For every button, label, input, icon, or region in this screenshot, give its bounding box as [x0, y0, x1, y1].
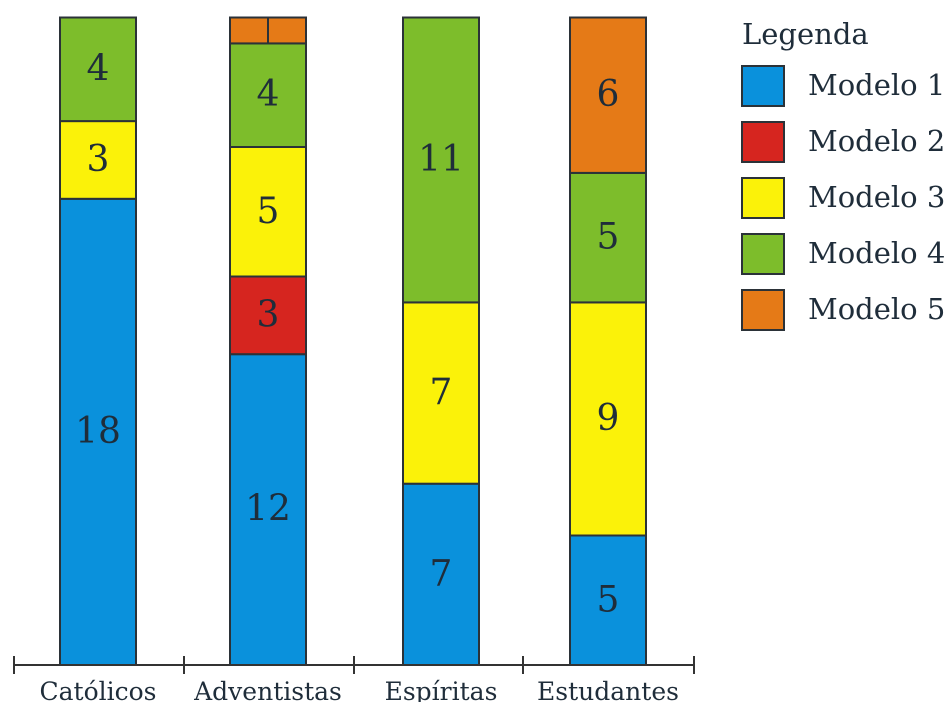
bar-segment-espiritas-modelo-4: [402, 16, 480, 304]
data-label-adventistas-modelo-3: 5: [257, 191, 280, 232]
data-label-catolicos-modelo-3: 3: [87, 139, 110, 180]
bar-segment-estudantes-modelo-5: [569, 16, 647, 174]
bar-segment-adventistas-modelo-1: [229, 353, 307, 666]
bar-segment-catolicos-modelo-1: [59, 197, 137, 667]
legend-swatch-modelo-4: [741, 233, 785, 275]
x-tick-label-espiritas: Espíritas: [385, 677, 498, 702]
bar-segment-catolicos-modelo-3: [59, 120, 137, 200]
data-label-espiritas-modelo-1: 7: [430, 553, 453, 594]
bar-segment-estudantes-modelo-3: [569, 301, 647, 537]
data-label-espiritas-modelo-3: 7: [430, 372, 453, 413]
bar-segment-espiritas-modelo-1: [402, 482, 480, 667]
legend-label-modelo-2: Modelo 2: [808, 124, 945, 158]
bar-segment-adventistas-modelo-3: [229, 146, 307, 278]
data-label-catolicos-modelo-1: 18: [75, 411, 121, 452]
data-label-espiritas-modelo-4: 11: [418, 139, 464, 180]
data-label-estudantes-modelo-4: 5: [597, 217, 620, 258]
bar-segment-estudantes-modelo-1: [569, 534, 647, 666]
legend-swatch-modelo-1: [741, 65, 785, 107]
data-label-catolicos-modelo-4: 4: [87, 48, 110, 89]
legend-label-modelo-5: Modelo 5: [808, 292, 945, 326]
bar-segment-catolicos-modelo-4: [59, 16, 137, 123]
x-tick-label-catolicos: Católicos: [39, 677, 156, 702]
bar-segment-estudantes-modelo-4: [569, 171, 647, 304]
legend: Legenda Modelo 1 Modelo 2 Modelo 3 Modelo 4 M…: [741, 17, 945, 331]
bar-segment-espiritas-modelo-3: [402, 301, 480, 485]
bar-segment-adventistas-modelo-4: [229, 42, 307, 148]
x-tick-label-adventistas: Adventistas: [193, 677, 342, 702]
data-label-adventistas-modelo-4: 4: [257, 74, 280, 115]
legend-swatch-modelo-5: [741, 289, 785, 331]
data-label-estudantes-modelo-3: 9: [597, 398, 620, 439]
legend-swatch-modelo-2: [741, 121, 785, 163]
x-axis: Católicos Adventistas Espíritas Estudantes: [13, 656, 695, 702]
x-tick-label-estudantes: Estudantes: [537, 677, 679, 702]
legend-label-modelo-4: Modelo 4: [808, 236, 945, 270]
data-label-adventistas-modelo-2: 3: [257, 294, 280, 335]
bar-segment-adventistas-modelo-2: [229, 275, 307, 356]
legend-label-modelo-1: Modelo 1: [808, 68, 945, 102]
data-label-estudantes-modelo-5: 6: [597, 74, 620, 115]
data-label-adventistas-modelo-1: 12: [245, 489, 291, 530]
legend-label-modelo-3: Modelo 3: [808, 180, 945, 214]
data-label-estudantes-modelo-1: 5: [597, 579, 620, 620]
legend-title: Legenda: [742, 17, 869, 51]
legend-swatch-modelo-3: [741, 177, 785, 219]
bars-group: 18 3 4 12 3 5 4 7 7 11 5 9 5 6: [59, 16, 647, 667]
